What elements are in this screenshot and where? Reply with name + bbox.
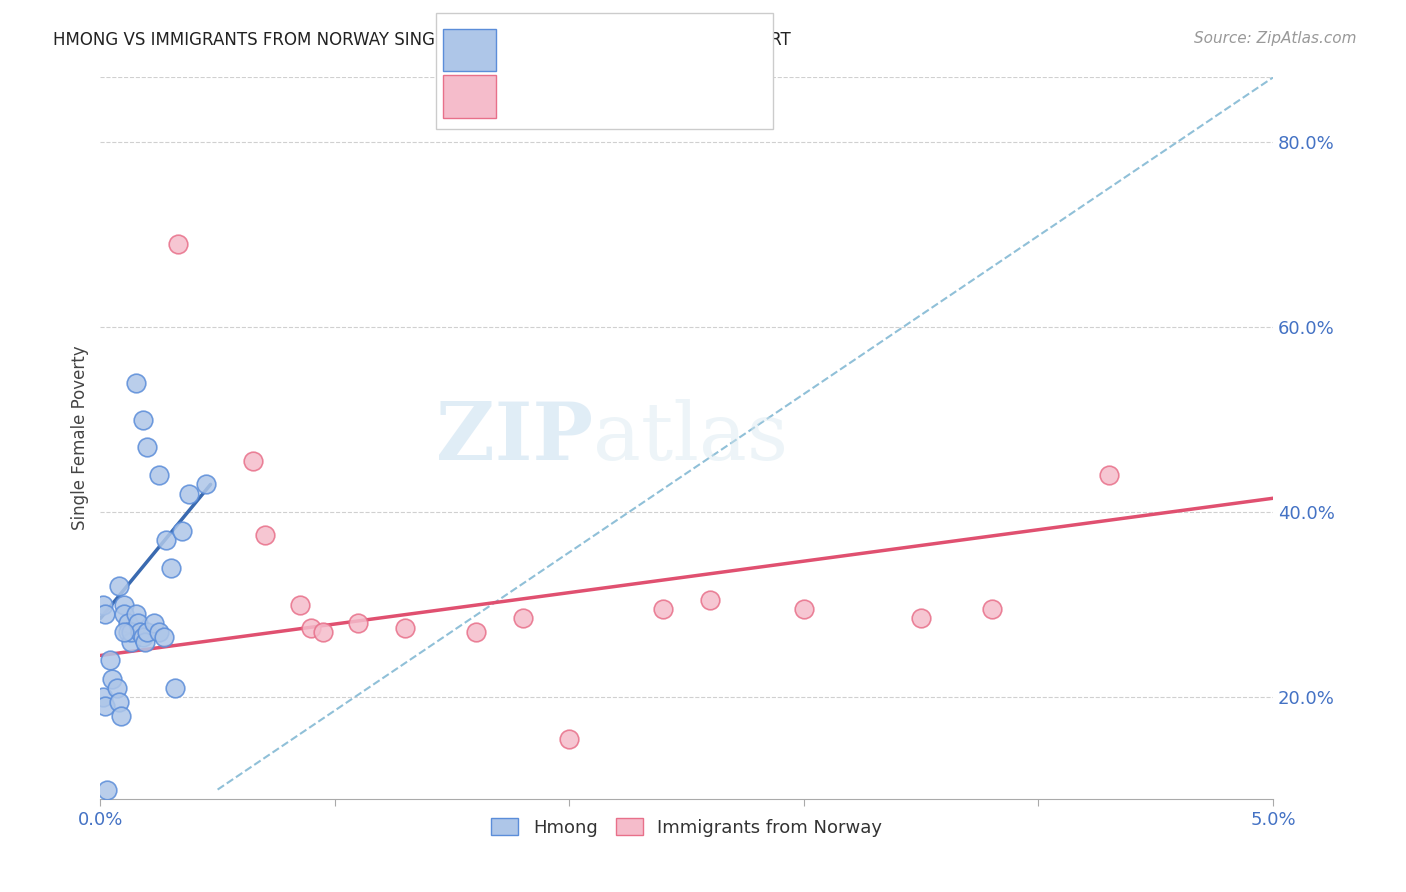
Point — [143, 616, 166, 631]
Point — [194, 477, 217, 491]
Point — [94, 699, 117, 714]
Text: Source: ZipAtlas.com: Source: ZipAtlas.com — [1194, 31, 1357, 46]
Point — [136, 625, 159, 640]
Point — [117, 625, 139, 640]
Point — [91, 598, 114, 612]
Y-axis label: Single Female Poverty: Single Female Poverty — [72, 346, 89, 531]
Point — [980, 602, 1002, 616]
Point — [1098, 468, 1121, 483]
Point — [394, 621, 416, 635]
Point — [652, 602, 675, 616]
Point — [155, 533, 177, 547]
Point — [112, 607, 135, 621]
Point — [148, 468, 170, 483]
Point — [131, 630, 153, 644]
Point — [347, 616, 370, 631]
Text: ZIP: ZIP — [436, 399, 593, 477]
Point — [96, 782, 118, 797]
Text: HMONG VS IMMIGRANTS FROM NORWAY SINGLE FEMALE POVERTY CORRELATION CHART: HMONG VS IMMIGRANTS FROM NORWAY SINGLE F… — [53, 31, 792, 49]
Point — [136, 441, 159, 455]
Text: R = 0.323   N = 17: R = 0.323 N = 17 — [510, 89, 709, 109]
Point — [127, 616, 149, 631]
Text: atlas: atlas — [593, 399, 787, 477]
Point — [179, 486, 201, 500]
Point — [512, 611, 534, 625]
Point — [312, 625, 335, 640]
Point — [101, 672, 124, 686]
Point — [288, 598, 311, 612]
Point — [124, 607, 146, 621]
Point — [120, 625, 142, 640]
Point — [699, 593, 721, 607]
Point — [159, 560, 181, 574]
Point — [558, 731, 581, 746]
Point — [98, 653, 121, 667]
Point — [110, 708, 132, 723]
Point — [301, 621, 323, 635]
Point — [94, 607, 117, 621]
Point — [172, 524, 194, 538]
Point — [112, 598, 135, 612]
Point — [148, 625, 170, 640]
Point — [165, 681, 187, 695]
Point — [105, 681, 128, 695]
Point — [253, 528, 276, 542]
Point — [117, 616, 139, 631]
Point — [166, 236, 188, 251]
Point — [112, 625, 135, 640]
Legend: Hmong, Immigrants from Norway: Hmong, Immigrants from Norway — [484, 811, 890, 844]
Point — [793, 602, 815, 616]
Point — [120, 634, 142, 648]
Point — [910, 611, 932, 625]
Point — [464, 625, 486, 640]
Point — [129, 625, 152, 640]
Text: R = 0.335   N = 37: R = 0.335 N = 37 — [510, 46, 709, 66]
Point — [152, 630, 174, 644]
Point — [108, 695, 131, 709]
Point — [242, 454, 264, 468]
Point — [91, 690, 114, 705]
Point — [124, 376, 146, 390]
Point — [134, 634, 156, 648]
Point — [131, 412, 153, 426]
Point — [108, 579, 131, 593]
